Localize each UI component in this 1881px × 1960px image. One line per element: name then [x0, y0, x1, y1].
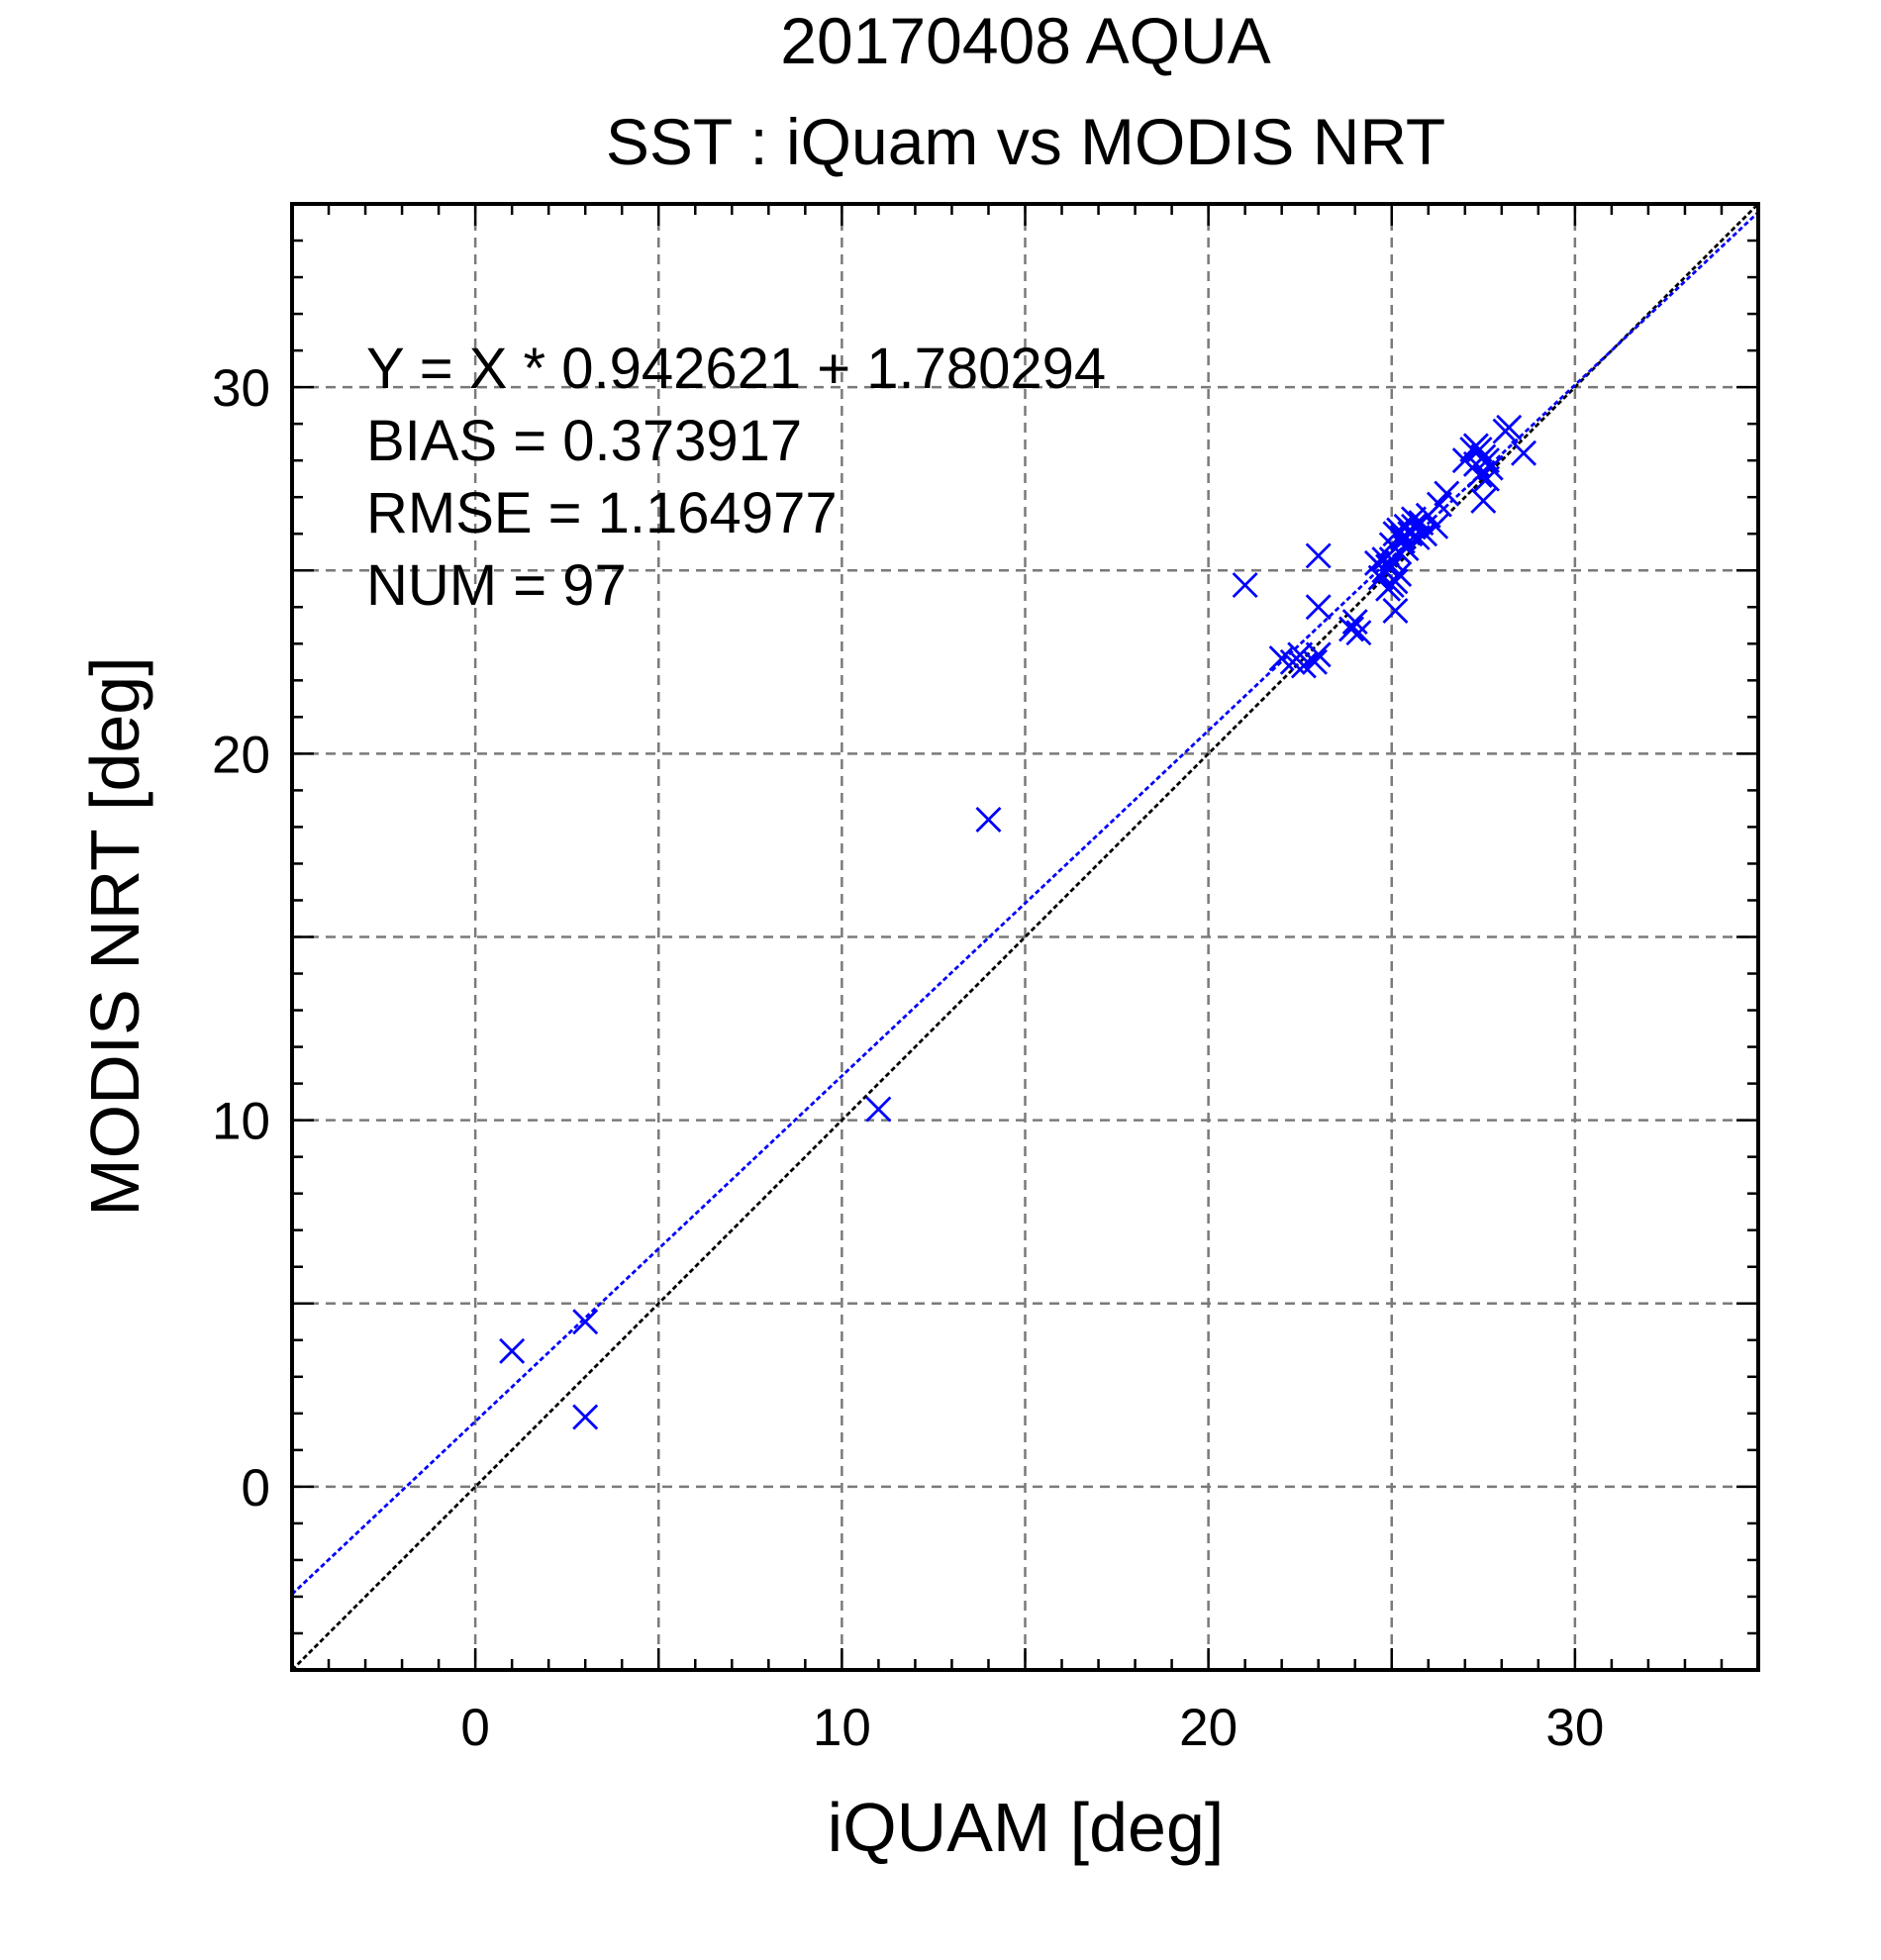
marker-stroke [572, 1404, 599, 1430]
marker-stroke [1378, 572, 1405, 599]
stats-rmse: RMSE = 1.164977 [366, 481, 838, 545]
marker-stroke [1492, 418, 1519, 444]
y-tick-label: 20 [212, 726, 270, 784]
marker-stroke [1451, 447, 1478, 474]
marker-stroke [1511, 440, 1537, 466]
grid-lines [292, 204, 1758, 1670]
marker-stroke [1393, 536, 1420, 562]
x-tick-label: 30 [1545, 1699, 1604, 1757]
marker-stroke [1474, 447, 1501, 474]
data-point-marker [1434, 480, 1460, 507]
data-point-marker [1466, 461, 1493, 488]
data-point-marker [1470, 487, 1497, 514]
marker-stroke [1338, 616, 1365, 642]
y-tick-label: 10 [212, 1093, 270, 1151]
marker-stroke [572, 1309, 599, 1335]
marker-stroke [1305, 641, 1332, 668]
x-axis-label: iQUAM [deg] [828, 1789, 1225, 1866]
data-point-marker [572, 1309, 599, 1335]
data-point-marker [1492, 418, 1519, 444]
data-point-marker [975, 807, 1002, 833]
data-point-marker [1382, 597, 1409, 624]
y-axis-label: MODIS NRT [deg] [76, 656, 153, 1216]
chart-subtitle: SST : iQuam vs MODIS NRT [606, 105, 1445, 178]
x-tick-label: 20 [1179, 1699, 1238, 1757]
data-point-marker [1378, 572, 1405, 599]
marker-stroke [1268, 645, 1295, 672]
marker-stroke [1426, 491, 1452, 518]
marker-stroke [1305, 594, 1332, 621]
marker-stroke [1470, 487, 1497, 514]
marker-stroke [1382, 597, 1409, 624]
data-point-marker [1474, 447, 1501, 474]
marker-stroke [1434, 480, 1460, 507]
marker-stroke [1232, 572, 1258, 599]
data-point-marker [1477, 454, 1504, 481]
data-point-marker [572, 1404, 599, 1430]
marker-stroke [499, 1337, 526, 1364]
data-point-marker [1338, 616, 1365, 642]
marker-stroke [1462, 433, 1489, 459]
tick-labels: 0 10 20 30 0 10 20 30 [212, 359, 1604, 1757]
data-point-marker [1302, 648, 1328, 675]
chart-title: 20170408 AQUA [780, 4, 1270, 77]
marker-stroke [1371, 546, 1398, 573]
data-point-marker [1232, 572, 1258, 599]
x-tick-label: 10 [813, 1699, 871, 1757]
data-point-marker [1400, 513, 1427, 539]
marker-stroke [1287, 641, 1314, 668]
stats-bias: BIAS = 0.373917 [366, 409, 802, 473]
marker-stroke [1305, 542, 1332, 569]
data-point-marker [1341, 609, 1368, 636]
y-tick-label: 30 [212, 359, 270, 418]
data-point-marker [1462, 433, 1489, 459]
data-point-marker [1426, 491, 1452, 518]
data-point-marker [1305, 641, 1332, 668]
marker-stroke [1302, 648, 1328, 675]
marker-stroke [1386, 517, 1413, 543]
marker-stroke [1466, 461, 1493, 488]
x-tick-label: 0 [460, 1699, 489, 1757]
marker-stroke [865, 1096, 892, 1123]
marker-stroke [1412, 521, 1438, 547]
y-tick-label: 0 [242, 1459, 270, 1518]
data-point-marker [1423, 513, 1449, 539]
stats-equation: Y = X * 0.942621 + 1.780294 [366, 337, 1106, 401]
plot-frame [290, 202, 1760, 1672]
marker-stroke [1345, 620, 1372, 646]
marker-stroke [1400, 513, 1427, 539]
data-points [499, 414, 1537, 1430]
data-point-marker [1511, 440, 1537, 466]
data-point-marker [1305, 594, 1332, 621]
data-point-marker [499, 1337, 526, 1364]
stats-num: NUM = 97 [366, 553, 627, 618]
marker-stroke [1477, 454, 1504, 481]
data-point-marker [865, 1096, 892, 1123]
data-point-marker [1287, 641, 1314, 668]
data-point-marker [1305, 542, 1332, 569]
one-to-one-line [292, 204, 1758, 1670]
marker-stroke [1423, 513, 1449, 539]
data-point-marker [1371, 546, 1398, 573]
data-point-marker [1412, 521, 1438, 547]
marker-stroke [975, 807, 1002, 833]
marker-stroke [1341, 609, 1368, 636]
